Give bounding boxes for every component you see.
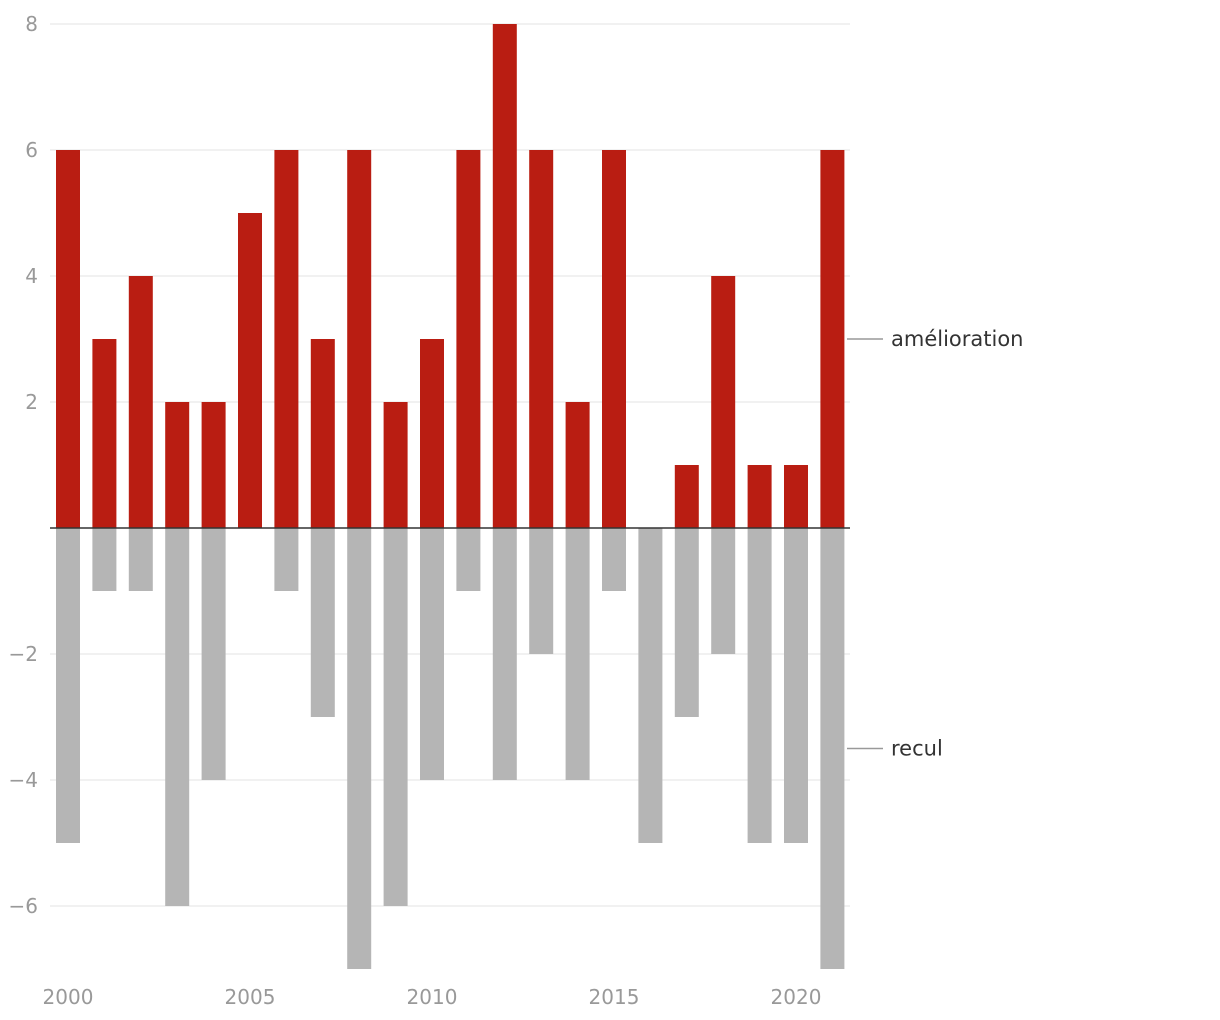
- bar-amelioration-2003: [165, 402, 190, 528]
- bar-recul-2021: [820, 528, 845, 969]
- y-tick-label: 4: [25, 264, 38, 288]
- bar-amelioration-2007: [310, 339, 335, 528]
- bar-recul-2011: [456, 528, 481, 591]
- y-tick-label: −4: [9, 768, 38, 792]
- bar-recul-2013: [529, 528, 554, 654]
- y-tick-label: −2: [9, 642, 38, 666]
- x-tick-label: 2010: [407, 985, 458, 1009]
- bar-recul-2012: [492, 528, 517, 780]
- bar-amelioration-2005: [238, 213, 262, 528]
- x-tick-label: 2015: [589, 985, 640, 1009]
- bar-amelioration-2010: [420, 339, 444, 528]
- bar-amelioration-2009: [383, 402, 408, 528]
- bar-amelioration-2018: [711, 276, 736, 528]
- bar-amelioration-2002: [128, 276, 153, 528]
- bar-amelioration-2020: [784, 465, 808, 528]
- y-tick-label: 6: [25, 138, 38, 162]
- bar-amelioration-2014: [565, 402, 590, 528]
- x-tick-label: 2005: [225, 985, 276, 1009]
- bar-amelioration-2019: [747, 465, 772, 528]
- bar-recul-2009: [383, 528, 408, 906]
- bar-amelioration-2015: [602, 150, 626, 528]
- bar-recul-2000: [56, 528, 80, 843]
- bar-recul-2006: [274, 528, 299, 591]
- bar-recul-2018: [711, 528, 736, 654]
- x-tick-label: 2020: [771, 985, 822, 1009]
- y-tick-label: 2: [25, 390, 38, 414]
- bar-recul-2004: [201, 528, 226, 780]
- series-labels: amélioration recul: [847, 327, 1024, 761]
- y-tick-label: −6: [9, 894, 38, 918]
- x-tick-label: 2000: [43, 985, 94, 1009]
- bar-amelioration-2001: [92, 339, 117, 528]
- bar-recul-2017: [674, 528, 699, 717]
- bar-amelioration-2004: [201, 402, 226, 528]
- bar-recul-2008: [347, 528, 372, 969]
- bar-recul-2016: [638, 528, 663, 843]
- bar-amelioration-2012: [492, 24, 517, 528]
- bar-recul-2003: [165, 528, 190, 906]
- bar-amelioration-2017: [674, 465, 699, 528]
- bar-recul-2007: [310, 528, 335, 717]
- bar-recul-2014: [565, 528, 590, 780]
- bar-amelioration-2021: [820, 150, 845, 528]
- bar-amelioration-2006: [274, 150, 299, 528]
- bar-recul-2020: [784, 528, 808, 843]
- bar-amelioration-2011: [456, 150, 481, 528]
- bar-recul-2002: [128, 528, 153, 591]
- series-label: recul: [891, 737, 943, 761]
- axes: −6 −4 −2 2 4 6 8 2000 2005 2010 2015 2020: [9, 12, 850, 1009]
- bar-amelioration-2000: [56, 150, 80, 528]
- bar-recul-2019: [747, 528, 772, 843]
- bar-amelioration-2013: [529, 150, 554, 528]
- series-label: amélioration: [891, 327, 1024, 351]
- bar-amelioration-2008: [347, 150, 372, 528]
- bars: [56, 24, 845, 969]
- bar-recul-2015: [602, 528, 626, 591]
- bar-recul-2001: [92, 528, 117, 591]
- y-tick-label: 8: [25, 12, 38, 36]
- bar-recul-2010: [420, 528, 444, 780]
